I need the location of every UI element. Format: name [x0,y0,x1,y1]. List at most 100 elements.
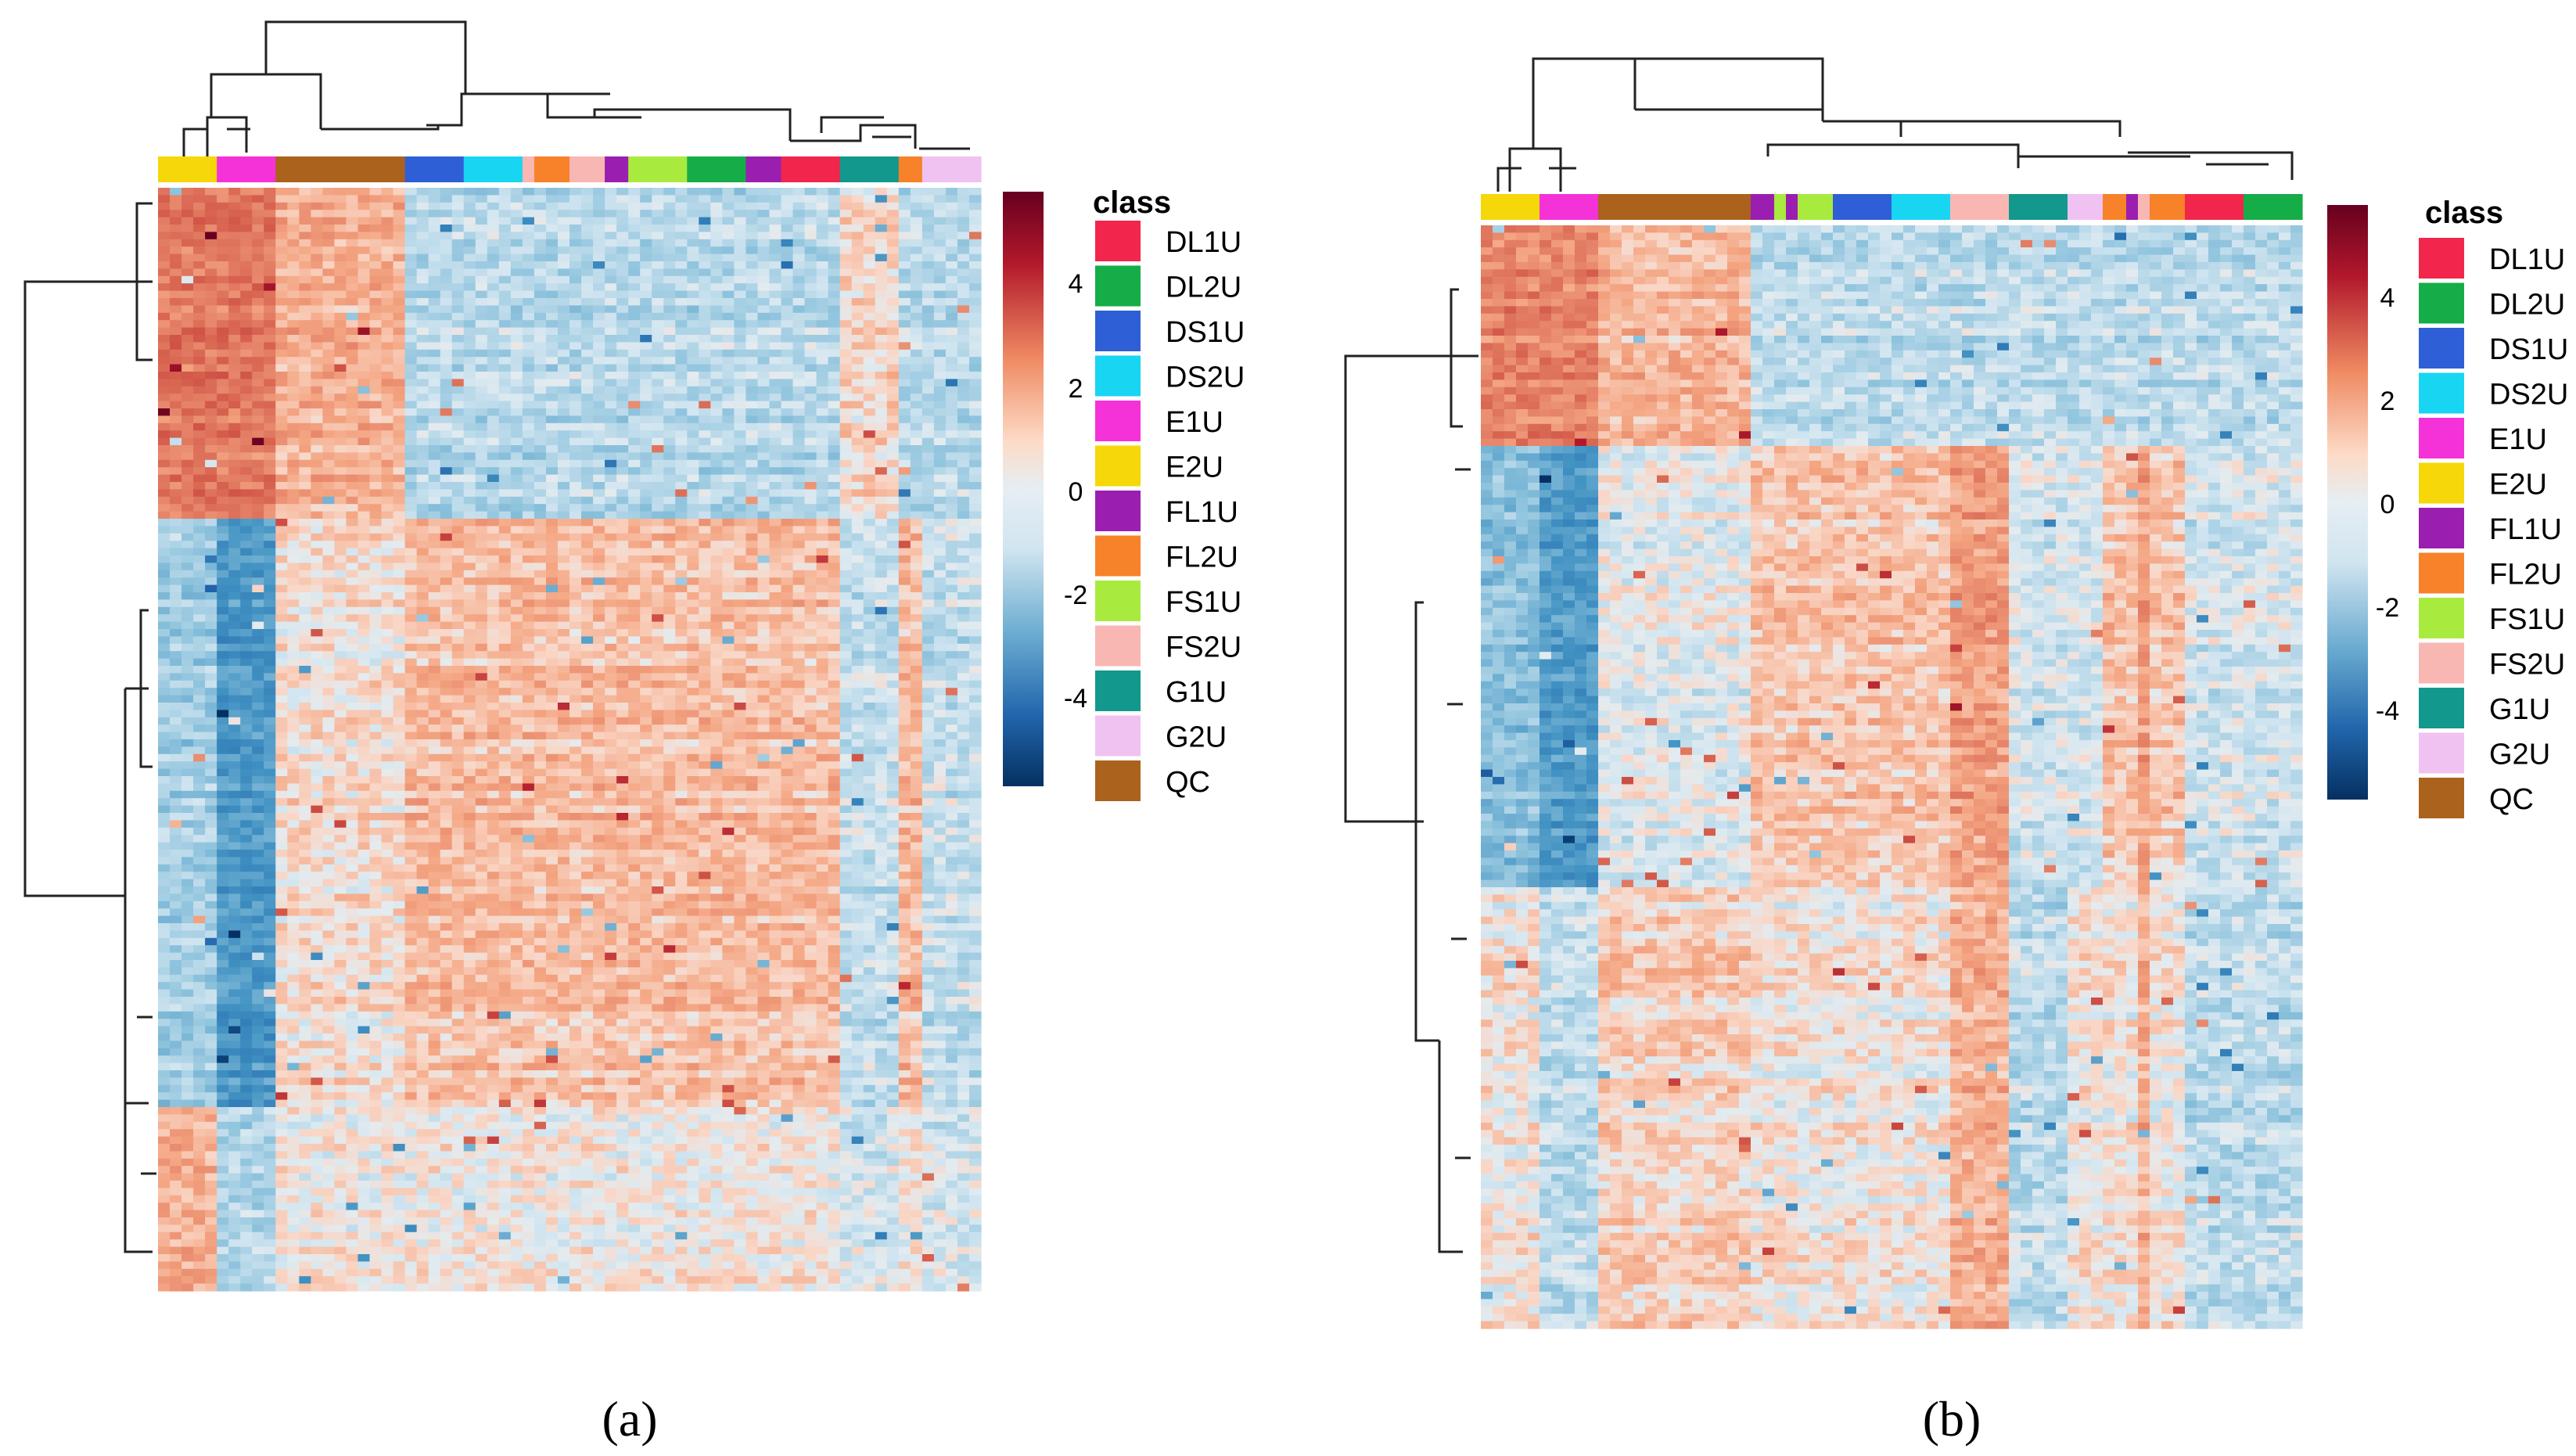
heatmap-cell [510,408,523,416]
heatmap-cell [734,459,747,468]
heatmap-cell [193,430,206,439]
heatmap-cell [357,320,371,329]
heatmap-cell [816,239,829,247]
heatmap-cell [640,496,652,505]
heatmap-cell [933,599,947,608]
heatmap-cell [217,651,229,660]
heatmap-cell [487,298,500,306]
heatmap-cell [710,563,723,571]
heatmap-cell [781,275,794,284]
heatmap-cell [217,584,229,593]
heatmap-cell [734,658,747,667]
heatmap-cell [875,445,888,453]
heatmap-cell [357,342,371,351]
heatmap-cell [710,268,723,277]
heatmap-cell [910,695,923,703]
heatmap-cell [675,195,688,203]
heatmap-cell [322,629,336,637]
heatmap-cell [252,298,264,306]
heatmap-cell [605,386,617,394]
heatmap-cell [264,283,276,292]
heatmap-cell [628,695,641,703]
heatmap-cell [416,327,429,336]
heatmap-cell [851,379,864,387]
heatmap-cell [734,415,747,424]
heatmap-cell [416,606,429,615]
heatmap-cell [652,246,664,255]
heatmap-cell [910,437,923,446]
heatmap-cell [945,658,958,667]
heatmap-cell [652,253,664,262]
heatmap-cell [663,563,676,571]
heatmap-cell [228,290,241,299]
heatmap-cell [616,430,629,439]
heatmap-cell [440,268,453,277]
heatmap-cell [628,437,641,446]
heatmap-cell [404,246,418,255]
heatmap-cell [734,467,747,476]
heatmap-cell [228,541,241,549]
heatmap-cell [275,688,288,696]
heatmap-cell [699,614,711,623]
heatmap-cell [581,335,594,343]
class-bar-cell [886,156,900,182]
heatmap-cell [404,298,418,306]
heatmap-cell [545,688,559,696]
heatmap-cell [875,666,888,674]
heatmap-cell [745,482,759,490]
heatmap-cell [205,651,217,660]
heatmap-cell [451,496,465,505]
heatmap-cell [440,210,453,218]
heatmap-cell [839,584,853,593]
heatmap-cell [287,261,300,269]
heatmap-cell [722,342,735,351]
heatmap-cell [369,496,383,505]
heatmap-cell [898,651,911,660]
class-bar-cell [828,156,841,182]
heatmap-cell [287,695,300,703]
heatmap-cell [440,225,453,232]
heatmap-cell [722,489,735,498]
heatmap-cell [275,548,288,556]
heatmap-cell [404,541,418,549]
heatmap-cell [252,651,264,660]
heatmap-cell [334,636,347,645]
heatmap-cell [851,253,864,262]
heatmap-cell [968,327,982,336]
heatmap-cell [804,379,817,387]
heatmap-cell [933,401,947,409]
heatmap-cell [605,688,617,696]
heatmap-cell [381,298,394,306]
heatmap-cell [522,474,535,483]
heatmap-cell [851,467,864,476]
heatmap-cell [910,422,923,431]
heatmap-cell [875,504,888,512]
heatmap-cell [675,548,688,556]
heatmap-cell [217,232,229,240]
heatmap-cell [369,563,383,571]
heatmap-cell [734,357,747,365]
heatmap-cell [792,430,806,439]
heatmap-cell [322,195,336,203]
heatmap-cell [287,614,300,623]
heatmap-cell [968,599,982,608]
heatmap-cell [569,511,582,519]
heatmap-cell [545,239,559,247]
heatmap-cell [757,349,771,358]
heatmap-cell [334,246,347,255]
heatmap-cell [311,188,323,196]
heatmap-cell [357,379,371,387]
heatmap-cell [522,680,535,688]
heatmap-cell [557,320,570,329]
heatmap-cell [416,246,429,255]
heatmap-cell [217,563,229,571]
heatmap-cell [816,584,829,593]
heatmap-cell [675,489,688,498]
heatmap-cell [311,408,323,416]
heatmap-cell [910,548,923,556]
heatmap-cell [687,239,699,247]
heatmap-cell [510,342,523,351]
heatmap-cell [957,577,970,586]
heatmap-cell [816,268,829,277]
heatmap-cell [217,629,229,637]
